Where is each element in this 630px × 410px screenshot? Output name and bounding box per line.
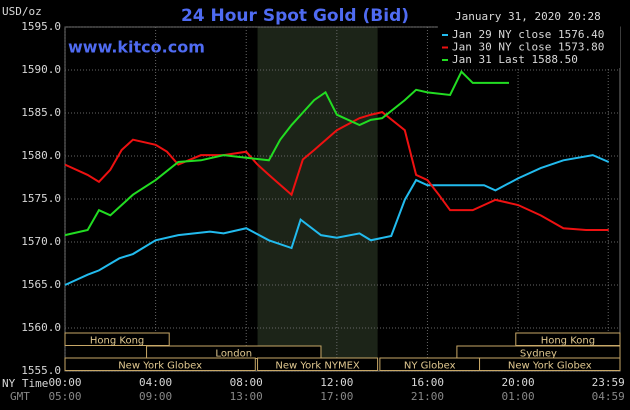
gmt-tick-label: 17:00 — [320, 390, 353, 403]
series-line — [64, 70, 509, 237]
y-tick-label: 1575.0 — [21, 192, 61, 205]
gmt-tick-label: 05:00 — [48, 390, 81, 403]
y-tick-label: 1585.0 — [21, 106, 61, 119]
x-tick-label: 08:00 — [230, 376, 263, 389]
y-tick-label: 1565.0 — [21, 278, 61, 291]
gmt-tick-label: 01:00 — [501, 390, 534, 403]
gmt-tick-label: 09:00 — [139, 390, 172, 403]
y-tick-label: 1595.0 — [21, 20, 61, 33]
site-label: www.kitco.com — [68, 38, 205, 57]
session-label: Sydney — [520, 348, 557, 359]
x-tick-label: 23:59 — [592, 376, 625, 389]
session-label: New York Globex — [508, 360, 592, 371]
x-axis-label: NY Time — [2, 377, 48, 390]
x-tick-label: 20:00 — [501, 376, 534, 389]
legend-label: Jan 29 NY close 1576.40 — [452, 28, 604, 41]
x-tick-label: 04:00 — [139, 376, 172, 389]
gmt-tick-label: 04:59 — [592, 390, 625, 403]
session-label: New York Globex — [118, 360, 202, 371]
gmt-tick-label: 13:00 — [230, 390, 263, 403]
session-box — [479, 357, 621, 371]
session-label: Hong Kong — [90, 335, 144, 346]
legend-label: Jan 31 Last 1588.50 — [452, 53, 578, 66]
session-label: Hong Kong — [541, 335, 595, 346]
gmt-tick-label: 21:00 — [411, 390, 444, 403]
timestamp: January 31, 2020 20:28 — [455, 10, 601, 23]
x-axis-label: GMT — [10, 390, 30, 403]
series-line — [64, 111, 609, 231]
y-tick-label: 1555.0 — [21, 364, 61, 377]
session-label: New York NYMEX — [275, 360, 360, 371]
series-line — [64, 154, 610, 286]
x-tick-label: 00:00 — [48, 376, 81, 389]
x-tick-label: 16:00 — [411, 376, 444, 389]
legend-label: Jan 30 NY close 1573.80 — [452, 41, 604, 54]
y-tick-label: 1570.0 — [21, 235, 61, 248]
session-box — [64, 332, 170, 346]
chart-title: 24 Hour Spot Gold (Bid) — [181, 6, 409, 26]
legend-box — [438, 26, 620, 68]
session-box — [64, 357, 256, 371]
session-label: London — [215, 348, 252, 359]
session-box — [257, 357, 379, 371]
x-tick-label: 12:00 — [320, 376, 353, 389]
y-tick-label: 1560.0 — [21, 321, 61, 334]
y-axis-label: USD/oz — [2, 5, 42, 18]
y-tick-label: 1580.0 — [21, 149, 61, 162]
session-label: NY Globex — [404, 360, 456, 371]
y-tick-label: 1590.0 — [21, 63, 61, 76]
